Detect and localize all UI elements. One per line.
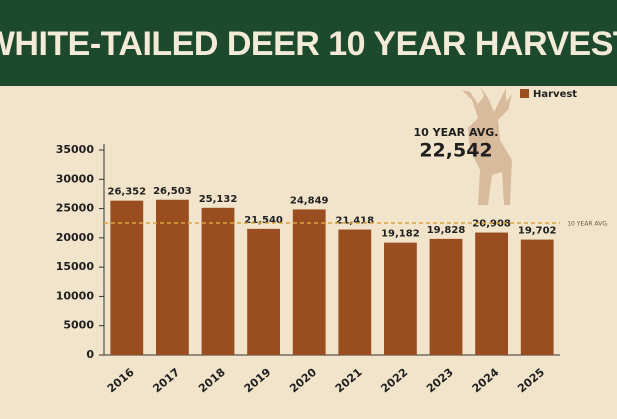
value-label: 19,702 [518, 226, 557, 237]
legend-swatch [520, 89, 529, 98]
average-value: 22,542 [419, 140, 492, 162]
y-tick-label: 10000 [56, 289, 95, 302]
y-tick-label: 20000 [56, 231, 95, 244]
bar [383, 242, 417, 355]
legend-label: Harvest [533, 89, 577, 100]
y-tick-label: 5000 [63, 319, 94, 332]
bar [475, 232, 509, 355]
value-label: 25,132 [199, 194, 238, 205]
title-banner [0, 0, 617, 86]
value-label: 24,849 [290, 195, 329, 206]
value-label: 26,352 [108, 187, 147, 198]
bar [155, 199, 189, 355]
average-title: 10 YEAR AVG. [414, 126, 499, 139]
bar [520, 239, 554, 355]
bar [247, 228, 281, 355]
bar [429, 238, 463, 355]
y-tick-label: 0 [86, 348, 94, 361]
y-tick-label: 35000 [56, 143, 95, 156]
value-label: 20,908 [472, 219, 511, 230]
deer-silhouette [462, 86, 512, 205]
y-tick-label: 30000 [56, 172, 95, 185]
y-tick-label: 25000 [56, 202, 95, 215]
y-tick-label: 15000 [56, 260, 95, 273]
value-label: 21,418 [336, 216, 375, 227]
value-label: 26,503 [153, 186, 192, 197]
bar [201, 207, 235, 355]
bar [292, 209, 326, 355]
chart-title: WHITE-TAILED DEER 10 YEAR HARVEST [0, 25, 617, 63]
bar [338, 229, 372, 355]
value-label: 19,828 [427, 225, 466, 236]
bar [110, 200, 144, 355]
average-line-label: 10 YEAR AVG. [567, 220, 609, 227]
value-label: 21,540 [244, 215, 283, 226]
value-label: 19,182 [381, 229, 420, 240]
